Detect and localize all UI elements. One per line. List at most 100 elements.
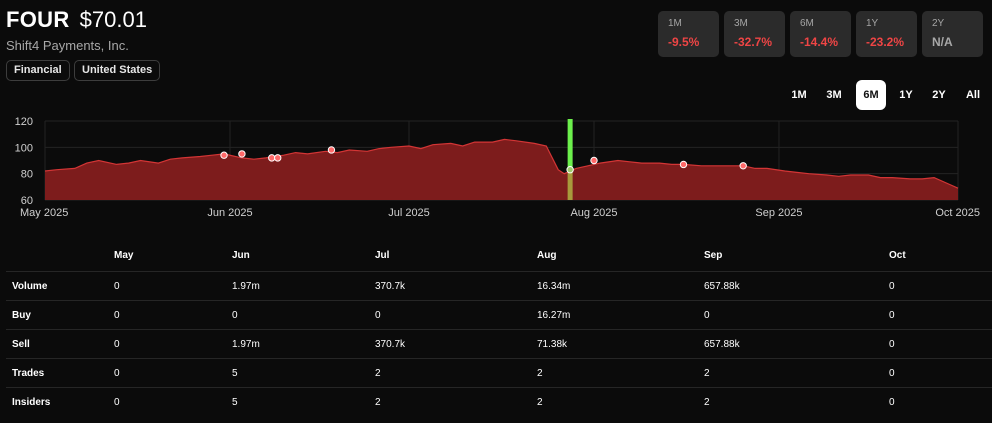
table-cell: 370.7k (375, 329, 537, 359)
range-button-2y[interactable]: 2Y (932, 89, 946, 101)
perf-card-2y: 2Y N/A (922, 11, 983, 57)
table-cell: 71.38k (537, 329, 704, 359)
price-area (45, 139, 958, 200)
table-cell: 657.88k (704, 329, 889, 359)
row-label: Sell (6, 329, 114, 359)
ticker-header: FOUR $70.01 (6, 6, 147, 34)
table-cell: 0 (114, 300, 232, 330)
table-row: Sell 0 1.97m 370.7k 71.38k 657.88k 0 (6, 329, 992, 359)
table-cell: 0 (232, 300, 375, 330)
table-row: Buy 0 0 0 16.27m 0 0 (6, 300, 992, 330)
table-cell: 16.27m (537, 300, 704, 330)
x-tick-label: Sep 2025 (755, 207, 802, 219)
column-header: May (114, 250, 134, 261)
perf-label: 2Y (932, 18, 945, 29)
y-tick-label: 60 (21, 195, 33, 207)
table-cell: 2 (537, 358, 704, 388)
table-cell: 2 (704, 387, 889, 416)
ticker-price: $70.01 (79, 7, 147, 32)
price-line (44, 138, 959, 189)
table-cell: 0 (889, 329, 992, 359)
trade-marker (679, 160, 688, 169)
table-cell: 1.97m (232, 329, 375, 359)
perf-card-3m: 3M -32.7% (724, 11, 785, 57)
table-cell: 0 (889, 358, 992, 388)
y-tick-label: 120 (15, 116, 33, 128)
perf-value: N/A (932, 35, 953, 49)
table-cell: 0 (375, 300, 537, 330)
y-tick-label: 100 (15, 142, 33, 154)
insider-activity-table: May Jun Jul Aug Sep Oct Volume 0 1.97m 3… (6, 240, 992, 416)
table-row: Insiders 0 5 2 2 2 0 (6, 387, 992, 416)
table-row: Volume 0 1.97m 370.7k 16.34m 657.88k 0 (6, 271, 992, 301)
table-header-row: May Jun Jul Aug Sep Oct (6, 240, 992, 272)
trade-marker (238, 150, 246, 158)
table-cell: 370.7k (375, 271, 537, 301)
trade-marker (590, 156, 598, 165)
table-cell: 0 (114, 358, 232, 388)
table-cell: 5 (232, 387, 375, 416)
row-label-header (6, 240, 114, 272)
trade-marker (327, 146, 336, 154)
table-cell: 2 (537, 387, 704, 416)
table-cell: 0 (889, 300, 992, 330)
table-cell: 0 (704, 300, 889, 330)
perf-card-1m: 1M -9.5% (658, 11, 719, 57)
highlight-bar (567, 119, 573, 170)
country-tag[interactable]: United States (74, 60, 161, 81)
perf-value: -14.4% (800, 35, 839, 49)
trade-marker (268, 154, 276, 162)
highlight-bar-lower (567, 169, 573, 200)
sector-tag[interactable]: Financial (6, 60, 70, 81)
column-header: Oct (889, 250, 906, 261)
column-header: Jul (375, 250, 390, 261)
range-button-6m[interactable]: 6M (856, 80, 886, 110)
table-cell: 0 (889, 271, 992, 301)
x-tick-label: Jun 2025 (207, 207, 252, 219)
table-cell: 2 (375, 387, 537, 416)
row-label: Volume (6, 271, 114, 301)
row-label: Insiders (6, 387, 114, 416)
table-cell: 0 (114, 271, 232, 301)
table-cell: 657.88k (704, 271, 889, 301)
range-button-1y[interactable]: 1Y (899, 89, 913, 101)
range-button-3m[interactable]: 3M (826, 89, 842, 101)
perf-card-6m: 6M -14.4% (790, 11, 851, 57)
perf-label: 1M (668, 18, 682, 29)
table-cell: 1.97m (232, 271, 375, 301)
company-name: Shift4 Payments, Inc. (6, 38, 129, 53)
perf-value: -32.7% (734, 35, 773, 49)
trade-marker (220, 151, 228, 159)
row-label: Trades (6, 358, 114, 388)
range-button-1m[interactable]: 1M (791, 89, 807, 101)
table-row: Trades 0 5 2 2 2 0 (6, 358, 992, 388)
x-tick-label: Oct 2025 (935, 207, 980, 219)
perf-card-1y: 1Y -23.2% (856, 11, 917, 57)
table-cell: 2 (704, 358, 889, 388)
table-cell: 0 (114, 329, 232, 359)
perf-label: 6M (800, 18, 814, 29)
table-cell: 16.34m (537, 271, 704, 301)
table-cell: 2 (375, 358, 537, 388)
perf-label: 1Y (866, 18, 879, 29)
y-tick-label: 80 (21, 169, 33, 181)
perf-value: -9.5% (668, 35, 700, 49)
trade-marker (739, 162, 747, 170)
range-button-all[interactable]: All (965, 89, 981, 101)
perf-value: -23.2% (866, 35, 905, 49)
column-header: Aug (537, 250, 557, 261)
table-cell: 0 (889, 387, 992, 416)
column-header: Sep (704, 250, 723, 261)
trade-marker (274, 154, 282, 162)
x-tick-label: Jul 2025 (388, 207, 430, 219)
x-tick-label: May 2025 (20, 207, 68, 219)
table-cell: 5 (232, 358, 375, 388)
column-header: Jun (232, 250, 250, 261)
row-label: Buy (6, 300, 114, 330)
ticker-symbol: FOUR (6, 7, 70, 32)
perf-label: 3M (734, 18, 748, 29)
table-cell: 0 (114, 387, 232, 416)
x-tick-label: Aug 2025 (570, 207, 617, 219)
highlight-point (566, 166, 574, 174)
